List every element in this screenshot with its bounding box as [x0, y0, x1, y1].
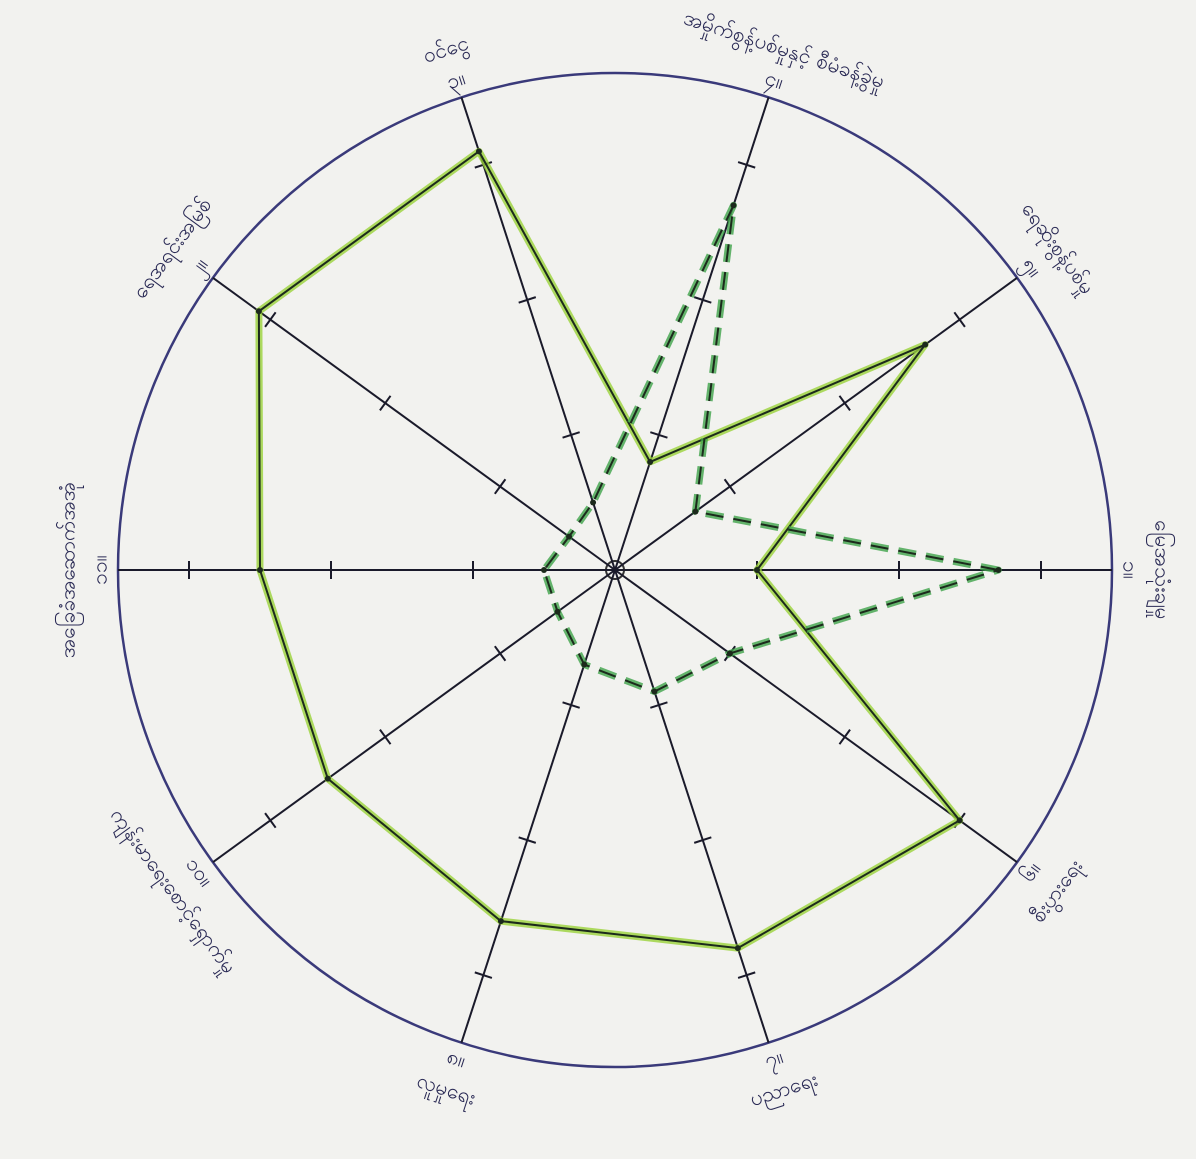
axis-line — [614, 569, 770, 1043]
data-point — [995, 567, 1002, 573]
tick-mark — [723, 478, 736, 495]
axis-number: ၁၁။ — [88, 555, 112, 585]
tick-mark — [693, 836, 712, 844]
axis-line — [460, 569, 616, 1043]
data-point — [257, 567, 263, 573]
tick-mark — [379, 395, 392, 411]
tick-mark — [838, 395, 851, 411]
axis-line — [614, 97, 770, 571]
data-point — [541, 567, 547, 573]
axis-line — [212, 277, 616, 571]
data-point — [922, 341, 929, 348]
tick-mark — [518, 296, 537, 304]
tick-mark — [562, 701, 580, 709]
data-point — [554, 608, 561, 615]
data-point — [475, 148, 482, 155]
tick-mark — [562, 431, 580, 439]
data-point — [581, 661, 588, 668]
tick-mark — [953, 311, 966, 328]
axis-number: ၁။ — [1118, 561, 1142, 579]
data-point — [754, 567, 760, 573]
data-point — [734, 945, 741, 952]
tick-mark — [494, 478, 507, 495]
data-point — [324, 775, 331, 782]
axis-line — [460, 97, 616, 571]
data-point — [647, 458, 654, 465]
tick-mark — [650, 431, 668, 439]
axis-label: အခြေခံအဆောက်အအုံ — [53, 482, 84, 658]
tick-mark — [518, 836, 537, 844]
data-point — [566, 533, 573, 540]
data-point — [497, 918, 504, 925]
data-point — [726, 650, 733, 657]
tick-mark — [838, 729, 851, 745]
tick-mark — [474, 971, 493, 979]
tick-mark — [264, 311, 277, 328]
axis-line — [212, 569, 616, 863]
tick-mark — [650, 701, 668, 709]
axis-line — [614, 277, 1018, 571]
data-point — [590, 499, 597, 506]
tick-mark — [693, 296, 712, 304]
tick-mark — [379, 729, 392, 745]
data-point — [255, 308, 262, 315]
tick-mark — [737, 971, 756, 979]
axis-label: မြေအသုံးချမှု — [1146, 520, 1177, 619]
data-point — [651, 688, 658, 695]
data-point — [692, 508, 699, 515]
tick-mark — [737, 161, 756, 169]
tick-mark — [264, 812, 277, 829]
tick-mark — [494, 645, 507, 662]
data-point — [730, 202, 737, 209]
data-point — [956, 817, 963, 824]
series-line — [542, 204, 999, 693]
